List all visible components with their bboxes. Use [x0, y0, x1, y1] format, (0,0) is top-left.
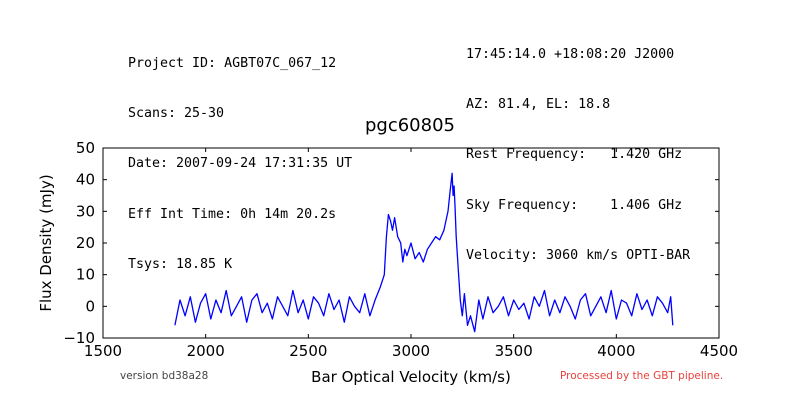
header-project-id: Project ID: AGBT07C_067_12: [128, 55, 337, 71]
spectrum-line: [174, 172, 674, 333]
y-tick-label: 10: [76, 266, 95, 284]
y-tick-label: 50: [76, 139, 95, 157]
version-label: version bd38a28: [120, 370, 209, 382]
header-date: Date: 2007-09-24 17:31:35 UT: [128, 156, 353, 172]
header-sky-frequency: Sky Frequency: 1.406 GHz: [466, 197, 683, 213]
header-velocity: Velocity: 3060 km/s OPTI-BAR: [466, 248, 691, 264]
y-tick-label: 30: [76, 202, 95, 220]
pipeline-label: Processed by the GBT pipeline.: [560, 370, 724, 382]
x-tick-label: 3500: [495, 342, 533, 360]
x-tick-label: 1500: [84, 342, 122, 360]
y-tick-label: 0: [85, 297, 95, 315]
header-left: Project ID: AGBT07C_067_12 Scans: 25-30 …: [128, 22, 352, 291]
x-tick-label: 3000: [392, 342, 430, 360]
x-tick-label: 2500: [289, 342, 327, 360]
y-tick-label: −10: [63, 329, 95, 347]
x-axis-label: Bar Optical Velocity (km/s): [311, 368, 511, 386]
header-right: 17:45:14.0 +18:08:20 J2000 AZ: 81.4, EL:…: [466, 13, 690, 282]
y-axis-label: Flux Density (mJy): [37, 174, 55, 311]
header-scans: Scans: 25-30: [128, 105, 225, 121]
x-tick-label: 4500: [700, 342, 738, 360]
y-tick-label: 40: [76, 171, 95, 189]
header-az-el: AZ: 81.4, EL: 18.8: [466, 96, 611, 112]
x-tick-label: 4000: [597, 342, 635, 360]
y-tick-label: 20: [76, 234, 95, 252]
x-tick-label: 2000: [187, 342, 225, 360]
header-int-time: Eff Int Time: 0h 14m 20.2s: [128, 206, 337, 222]
header-tsys: Tsys: 18.85 K: [128, 257, 233, 273]
header-rest-frequency: Rest Frequency: 1.420 GHz: [466, 147, 683, 163]
chart-title: pgc60805: [364, 115, 455, 136]
header-coordinates: 17:45:14.0 +18:08:20 J2000: [466, 46, 675, 62]
